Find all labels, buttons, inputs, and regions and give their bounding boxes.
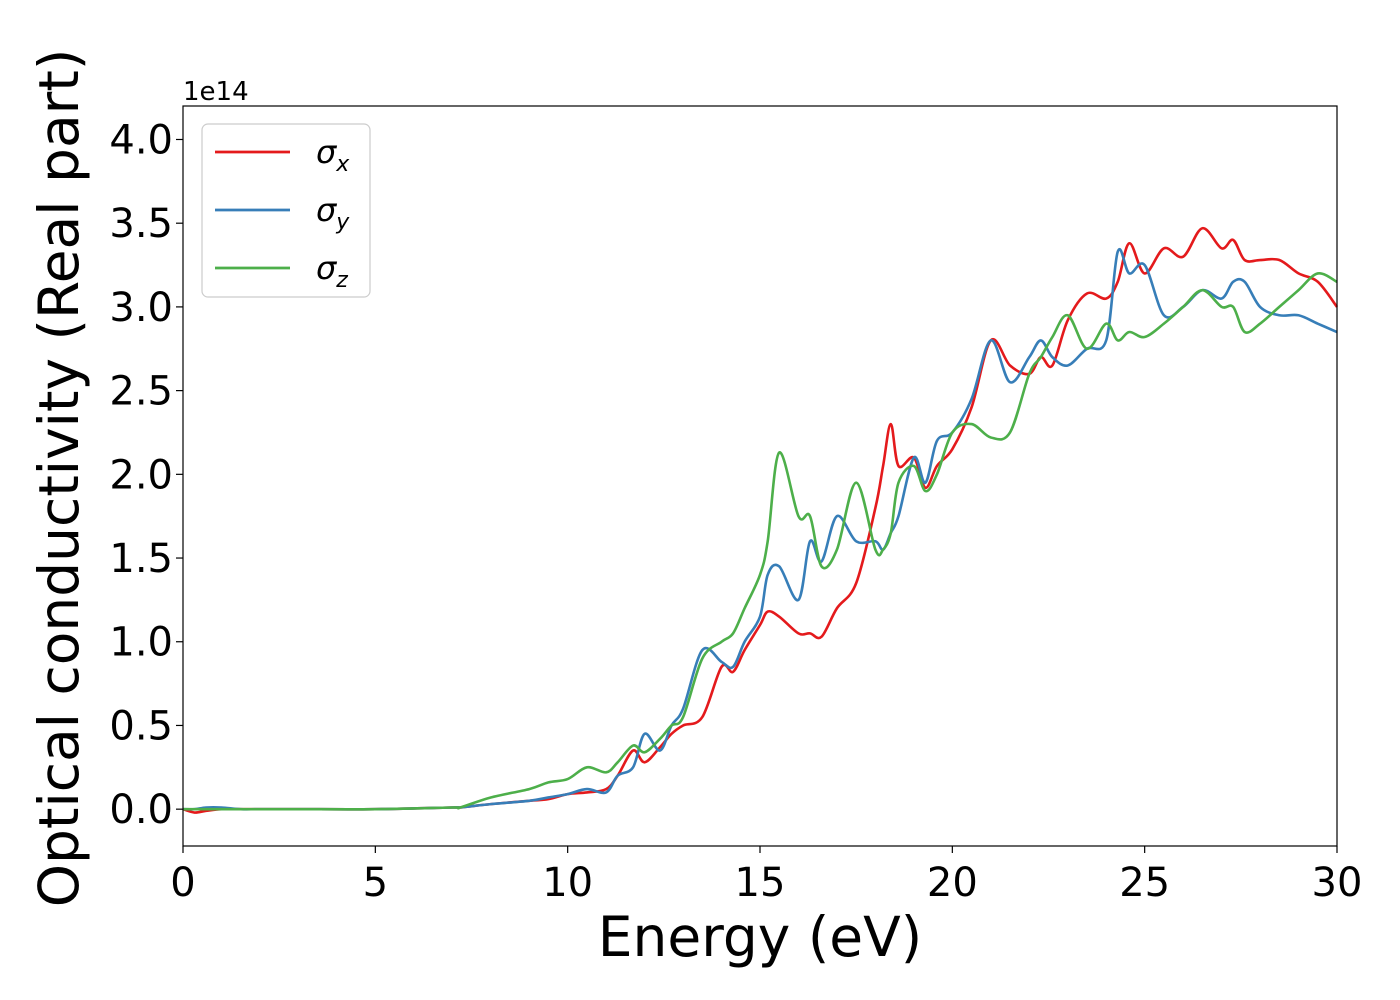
- series-line-z: [182, 272, 1338, 811]
- y-tick-label: 2.5: [109, 369, 173, 415]
- x-axis: 0 5 10 15 20 25 30: [170, 846, 1362, 906]
- y-axis-title: Optical conductivity (Real part): [27, 49, 91, 908]
- x-tick-label: 0: [170, 860, 195, 906]
- y-axis: 0.0 0.5 1.0 1.5 2.0 2.5 3.0 3.5 4.0: [109, 117, 183, 833]
- y-tick-label: 3.0: [109, 285, 173, 331]
- x-tick-label: 20: [927, 860, 978, 906]
- y-tick-label: 2.0: [109, 452, 173, 498]
- y-tick-label: 1.0: [109, 620, 173, 666]
- y-offset-label: 1e14: [183, 77, 249, 107]
- legend-label-z: σz: [316, 249, 348, 293]
- y-tick-label: 0.5: [109, 703, 173, 749]
- y-tick-label: 4.0: [109, 117, 173, 163]
- x-tick-label: 30: [1312, 860, 1363, 906]
- x-tick-label: 15: [735, 860, 786, 906]
- y-tick-label: 1.5: [109, 536, 173, 582]
- series-line-y: [182, 247, 1338, 811]
- x-tick-label: 10: [542, 860, 593, 906]
- x-tick-label: 25: [1119, 860, 1170, 906]
- y-tick-label: 0.0: [109, 787, 173, 833]
- series-layer: [182, 226, 1339, 814]
- y-tick-label: 3.5: [109, 201, 173, 247]
- x-axis-title: Energy (eV): [598, 905, 922, 969]
- x-tick-label: 5: [363, 860, 388, 906]
